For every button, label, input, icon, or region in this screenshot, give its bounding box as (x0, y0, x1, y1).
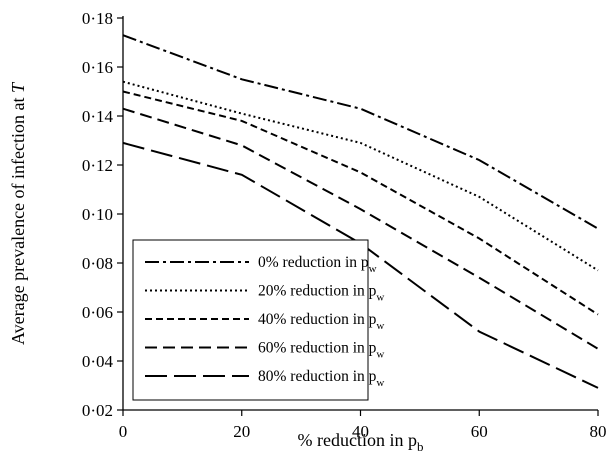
x-tick-label: 40 (352, 422, 369, 441)
legend-label: 40% reduction in pw (258, 311, 384, 332)
y-tick-label: 0·04 (82, 352, 114, 371)
series-line-4 (122, 107, 599, 350)
y-tick-label: 0·18 (82, 9, 113, 28)
x-tick-label: 20 (233, 422, 250, 441)
legend-label-subscript: w (369, 263, 377, 275)
y-tick-label: 0·10 (82, 205, 113, 224)
x-axis-label-main: % reduction in p (298, 430, 417, 450)
x-axis-label-subscript: b (417, 439, 424, 453)
x-axis-label: % reduction in pb (298, 430, 424, 453)
y-tick-label: 0·16 (82, 58, 113, 77)
legend-label-main: 0% reduction in p (258, 254, 369, 271)
x-axis-ticks: 0 20 40 60 80 (119, 410, 607, 441)
x-tick-label: 80 (590, 422, 607, 441)
y-axis-label-main: Average prevalence of infection at (8, 93, 28, 345)
legend-label: 60% reduction in pw (258, 340, 384, 361)
x-tick-label: 0 (119, 422, 128, 441)
legend-label-subscript: w (376, 292, 384, 304)
y-axis-label-italic: T (8, 81, 28, 93)
y-tick-label: 0·08 (82, 254, 113, 273)
series-line-3 (122, 90, 599, 316)
series-lines (122, 34, 599, 389)
y-axis-ticks: 0·02 0·04 0·06 0·08 0·10 0·12 0·14 0·16 0·18 (82, 9, 123, 420)
legend-label-subscript: w (376, 320, 384, 332)
legend-label-main: 60% reduction in p (258, 340, 377, 357)
legend-label: 20% reduction in pw (258, 283, 384, 304)
y-tick-label: 0·14 (82, 107, 114, 126)
y-tick-label: 0·06 (82, 303, 113, 322)
legend-label-main: 40% reduction in p (258, 311, 377, 328)
legend-label-main: 80% reduction in p (258, 368, 377, 385)
legend-label-main: 20% reduction in p (258, 283, 377, 300)
x-tick-label: 60 (471, 422, 488, 441)
series-line-1 (122, 34, 599, 230)
legend-label: 80% reduction in pw (258, 368, 384, 389)
series-line-5 (122, 141, 599, 389)
legend-label-subscript: w (376, 349, 384, 361)
y-tick-label: 0·02 (82, 401, 113, 420)
y-tick-label: 0·12 (82, 156, 113, 175)
y-axis-label: Average prevalence of infection at T (8, 81, 28, 345)
series-line-2 (122, 80, 599, 272)
legend-label: 0% reduction in pw (258, 254, 377, 275)
legend-label-subscript: w (376, 377, 384, 389)
